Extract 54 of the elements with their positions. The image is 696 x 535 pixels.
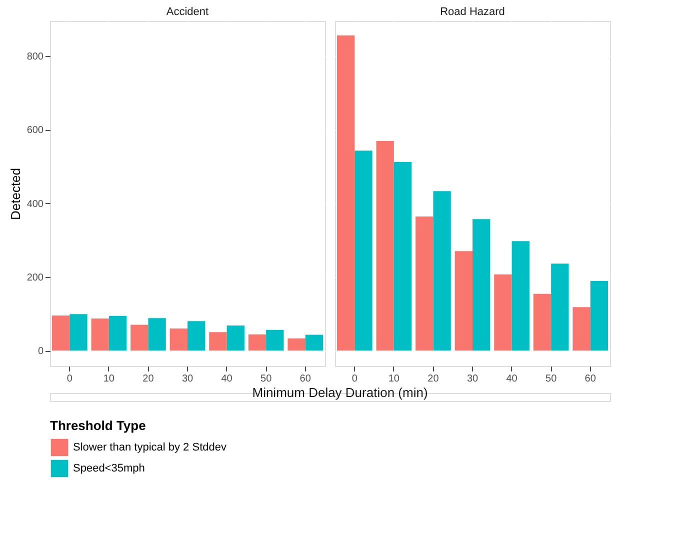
x-tick-label: 50 [260, 374, 272, 384]
bar [494, 274, 512, 351]
x-tick-label: 60 [584, 374, 596, 384]
bar [52, 316, 70, 351]
bar [416, 216, 434, 351]
x-tick-label: 40 [221, 374, 233, 384]
y-tick-label: 600 [26, 125, 44, 136]
bar [472, 219, 490, 351]
bar [108, 316, 127, 351]
bar [91, 318, 109, 351]
legend-label: Slower than typical by 2 Stddev [73, 442, 227, 454]
bar [170, 328, 188, 351]
bar [130, 324, 148, 351]
bar [590, 280, 608, 351]
x-tick-label: 20 [428, 374, 440, 384]
y-tick-label: 200 [26, 272, 44, 284]
bar [248, 334, 266, 351]
bar [288, 338, 306, 351]
y-axis-title: Detected [8, 168, 23, 220]
bar [394, 162, 412, 351]
legend-title: Threshold Type [50, 418, 146, 433]
bar [70, 314, 88, 351]
bar [512, 241, 530, 351]
bar [433, 191, 451, 351]
bar [226, 326, 244, 351]
x-tick-label: 10 [103, 374, 115, 384]
bar [354, 150, 372, 351]
x-tick-label: 20 [142, 374, 154, 384]
x-axis-title: Minimum Delay Duration (min) [252, 385, 428, 400]
bar [266, 330, 284, 351]
bar [336, 35, 355, 351]
x-tick-label: 0 [352, 374, 358, 384]
bar [533, 294, 552, 351]
chart-title: Road Hazard [440, 6, 505, 18]
y-tick-label: 0 [38, 346, 44, 358]
bar [209, 332, 227, 351]
x-tick-label: 50 [546, 374, 558, 384]
x-tick-label: 30 [466, 374, 478, 384]
x-tick-label: 60 [300, 374, 312, 384]
bar [572, 307, 590, 351]
x-tick-label: 40 [506, 374, 518, 384]
bar [305, 334, 324, 351]
x-tick-label: 10 [388, 374, 400, 384]
bar [376, 141, 394, 351]
x-tick-label: 30 [182, 374, 194, 384]
x-tick-label: 0 [66, 374, 73, 384]
chart-title: Accident [166, 6, 209, 18]
bar [454, 251, 472, 351]
bar [551, 264, 569, 351]
y-tick-label: 800 [26, 51, 44, 62]
bar [188, 321, 206, 351]
legend-label: Speed<35mph [73, 462, 145, 474]
bar [148, 318, 166, 351]
y-tick-label: 400 [26, 198, 44, 210]
